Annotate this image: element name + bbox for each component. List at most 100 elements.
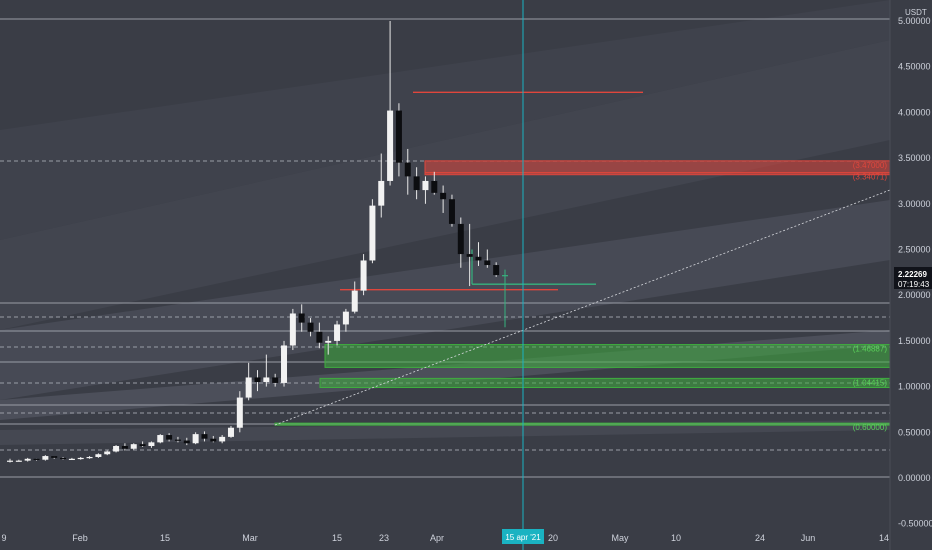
zone-0 xyxy=(424,160,891,174)
x-tick-label: Mar xyxy=(242,533,258,543)
candle-body xyxy=(360,260,367,291)
x-tick-label: Apr xyxy=(430,533,444,543)
crosshair-label: 15 apr '21 xyxy=(502,529,544,544)
candle-body xyxy=(475,256,482,261)
y-tick-label: 2.50000 xyxy=(898,245,931,255)
candle-body xyxy=(298,313,305,323)
candle-body xyxy=(289,313,296,346)
zone-label: (3.47000) xyxy=(853,161,888,170)
candle-body xyxy=(192,434,199,444)
candle-body xyxy=(351,290,358,312)
candle-body xyxy=(33,458,40,461)
candle-body xyxy=(502,275,508,277)
candle-body xyxy=(484,260,491,266)
y-tick-label: 0.00000 xyxy=(898,473,931,483)
candle-body xyxy=(227,427,234,437)
candlestick-series xyxy=(7,21,508,463)
candle-body xyxy=(121,446,128,449)
candle-body xyxy=(334,324,341,341)
trend-line xyxy=(274,189,891,426)
y-tick-label: -0.50000 xyxy=(898,519,932,529)
x-tick-label: 15 xyxy=(332,533,342,543)
candle-body xyxy=(325,340,332,343)
zone-label: (1.04415) xyxy=(853,378,888,387)
x-tick-label: 24 xyxy=(755,533,765,543)
y-tick-label: 0.50000 xyxy=(898,427,931,437)
x-tick-label: 10 xyxy=(671,533,681,543)
y-tick-label: 4.00000 xyxy=(898,107,931,117)
x-tick-label: Jun xyxy=(801,533,816,543)
x-tick-label: 9 xyxy=(1,533,6,543)
x-tick-label: May xyxy=(611,533,629,543)
zone-label: (3.34071) xyxy=(853,173,888,182)
zone-4 xyxy=(274,422,891,426)
candle-body xyxy=(245,377,252,398)
candle-body xyxy=(95,454,102,457)
x-axis: 9 Feb 15 Mar 15 23 Apr 20 May 10 24 Jun 14 xyxy=(1,533,889,543)
candle-body xyxy=(201,434,208,439)
currency-label: USDT xyxy=(905,8,927,17)
candle-body xyxy=(60,457,67,460)
candle-body xyxy=(457,223,464,255)
candle-body xyxy=(316,331,323,343)
candle-body xyxy=(86,456,93,459)
candle-body xyxy=(493,265,500,276)
candle-body xyxy=(440,192,447,200)
candle-body xyxy=(77,457,84,460)
candle-body xyxy=(219,436,226,442)
candle-body xyxy=(395,110,402,163)
x-tick-label: 20 xyxy=(548,533,558,543)
x-tick-label: 15 xyxy=(160,533,170,543)
zone-label: (1.46887) xyxy=(853,345,888,354)
x-tick-label: Feb xyxy=(72,533,88,543)
candle-body xyxy=(404,162,411,177)
candle-body xyxy=(68,458,75,461)
candle-body xyxy=(24,458,31,461)
y-tick-label: 3.00000 xyxy=(898,199,931,209)
support-resistance-zones: (3.47000) (3.34071) (1.46887) (1.04415) (0.6… xyxy=(274,160,891,432)
candle-body xyxy=(130,444,137,449)
candle-body xyxy=(7,460,13,462)
last-price-countdown: 07:19:43 xyxy=(898,280,930,289)
candle-body xyxy=(342,311,349,325)
y-tick-label: 4.50000 xyxy=(898,62,931,72)
zone-2 xyxy=(324,344,891,368)
candle-body xyxy=(157,435,164,443)
candle-body xyxy=(113,446,120,452)
candle-body xyxy=(139,444,146,447)
y-axis: 5.00000 4.50000 4.00000 3.50000 3.00000 2.500… xyxy=(898,16,932,529)
y-tick-label: 3.50000 xyxy=(898,153,931,163)
candle-body xyxy=(378,180,385,206)
candle-body xyxy=(166,435,173,440)
last-price-marker: 2.22269 07:19:43 xyxy=(894,267,932,289)
candle-body xyxy=(431,180,438,193)
zone-1 xyxy=(424,172,891,176)
y-tick-label: 1.50000 xyxy=(898,336,931,346)
crosshair-date-label: 15 apr '21 xyxy=(505,533,541,542)
candle-body xyxy=(387,110,394,181)
candle-body xyxy=(210,438,217,442)
candle-body xyxy=(281,345,288,383)
candle-body xyxy=(15,460,22,462)
candle-body xyxy=(307,322,314,332)
candle-body xyxy=(263,377,270,383)
candle-body xyxy=(254,377,261,383)
candle-body xyxy=(148,442,155,447)
candle-body xyxy=(369,205,376,261)
zone-3 xyxy=(319,377,891,389)
candle-body xyxy=(422,180,429,191)
x-tick-label: 14 xyxy=(879,533,889,543)
candle-body xyxy=(413,176,420,191)
candle-body xyxy=(466,254,473,257)
zone-label: (0.60000) xyxy=(853,423,888,432)
y-tick-label: 5.00000 xyxy=(898,16,931,26)
candle-body xyxy=(183,440,190,444)
candle-body xyxy=(42,456,49,460)
candle-body xyxy=(174,439,181,441)
background-bands xyxy=(0,200,890,445)
candle-body xyxy=(236,397,243,428)
candle-body xyxy=(51,456,58,458)
last-price-value: 2.22269 xyxy=(898,270,927,279)
y-tick-label: 2.00000 xyxy=(898,290,931,300)
